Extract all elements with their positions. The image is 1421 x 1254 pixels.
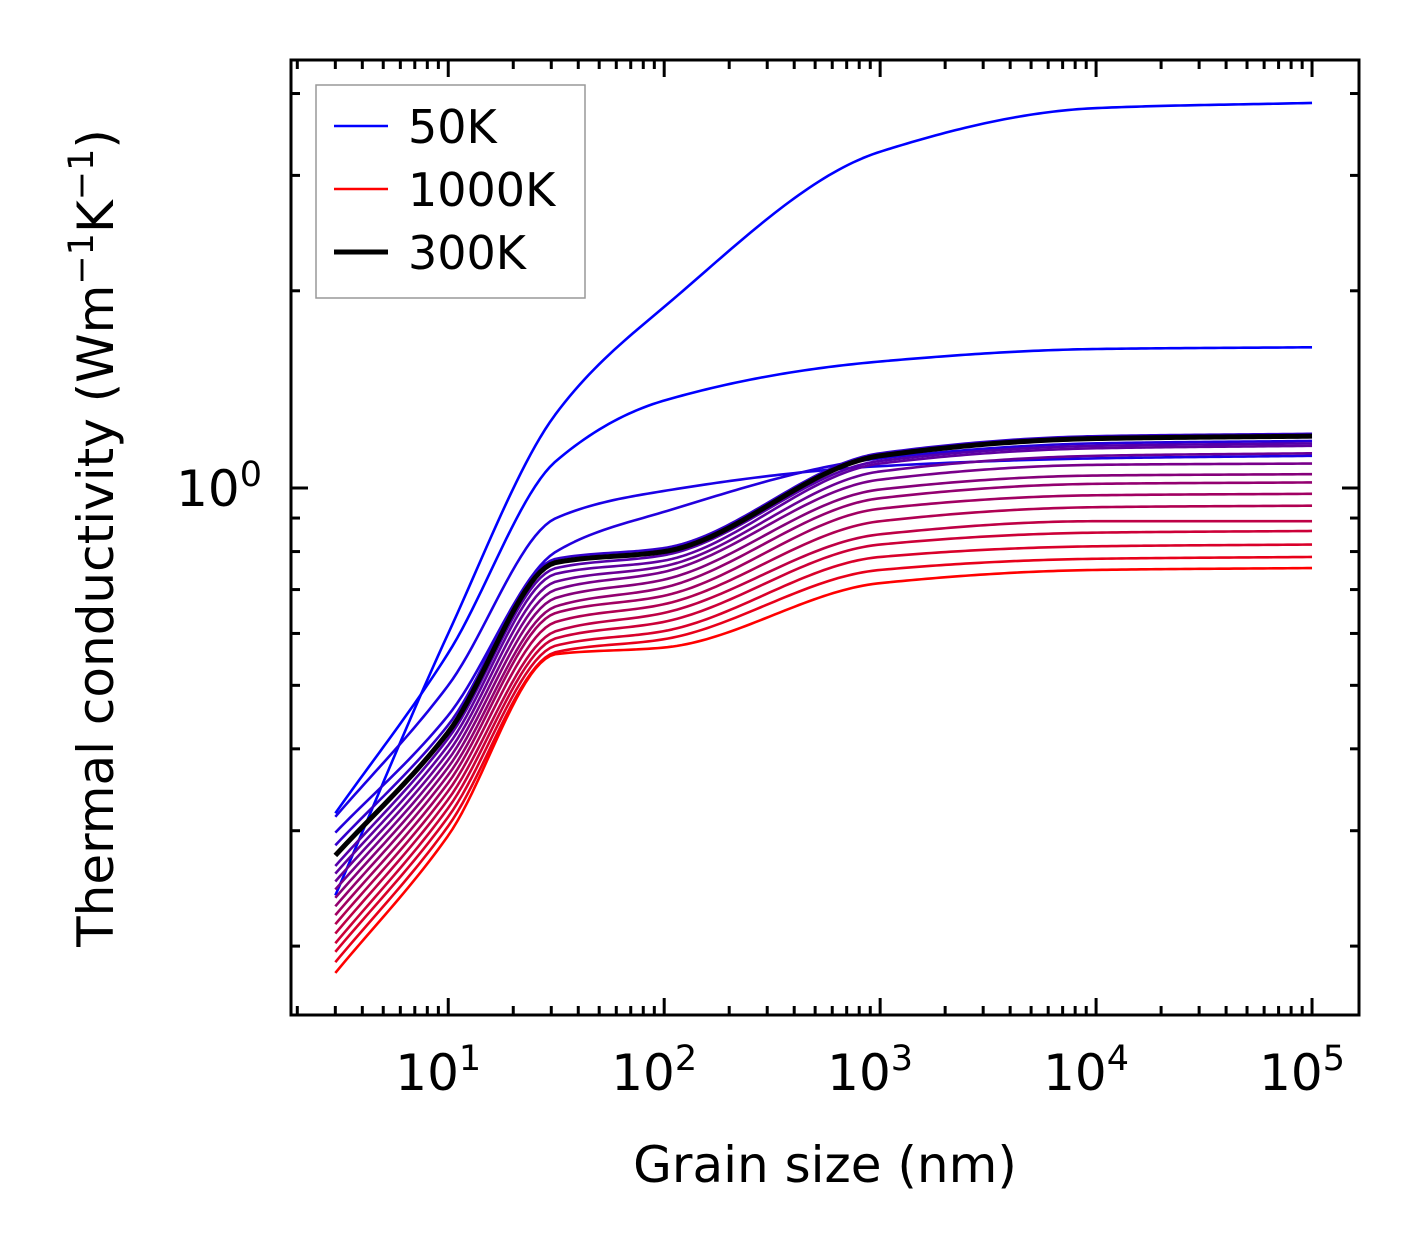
x-tick-label-exp: 3 [891,1039,913,1079]
x-tick-label: 102 [611,1039,697,1102]
curve-550k [334,472,1313,899]
curve-350k [334,442,1313,867]
y-label-close: ) [67,129,125,149]
curve-500k [334,462,1313,891]
curve-650k [334,492,1313,916]
x-tick-label-base: 10 [395,1044,459,1102]
curve-300k [333,433,1313,858]
x-tick-label: 105 [1259,1039,1345,1102]
y-axis-label: Thermal conductivity (Wm−1K−1) [62,129,125,948]
x-tick-label-exp: 2 [675,1039,697,1079]
y-axis-label-text: Thermal conductivity (Wm−1K−1) [62,129,125,948]
legend-box [315,84,586,299]
x-axis-label: Grain size (nm) [633,1136,1017,1194]
curve-400k [334,444,1313,875]
x-tick-label-base: 10 [1043,1044,1107,1102]
legend-label-300k: 300K [408,226,528,280]
y-tick-label: 100 [176,455,262,518]
curve-850k [334,543,1313,953]
curve-150k [334,454,1313,818]
x-tick-label-base: 10 [827,1044,891,1102]
y-label-exp-1: −1 [62,233,102,285]
curve-750k [334,519,1313,935]
legend: 50K 1000K 300K [315,84,586,299]
curve-800k [334,529,1313,945]
curves-layer [333,101,1313,974]
y-label-main: Thermal conductivity (Wm [67,285,125,948]
x-tick-label-exp: 5 [1323,1039,1345,1079]
curve-200k [334,439,1313,834]
x-tick-labels: 101 102 103 104 105 [395,1039,1345,1102]
x-tick-label-base: 10 [1259,1044,1323,1102]
legend-label-50k: 50K [408,100,499,154]
curve-50k [334,101,1313,896]
y-tick-label-base: 10 [176,460,240,518]
y-tick-label-exp: 0 [240,455,262,495]
x-tick-label: 104 [1043,1039,1129,1102]
y-label-exp-2: −1 [62,149,102,201]
x-tick-label-base: 10 [611,1044,675,1102]
curve-1000k [334,566,1313,974]
x-tick-label-exp: 4 [1107,1039,1129,1079]
x-tick-label: 101 [395,1039,481,1102]
x-tick-label: 103 [827,1039,913,1102]
y-tick-labels: 100 [176,455,262,518]
curve-450k [334,451,1313,883]
axes-frame [289,58,1361,1017]
legend-label-1000k: 1000K [408,163,557,217]
x-tick-label-exp: 1 [459,1039,481,1079]
y-label-k: K [67,199,125,233]
curve-700k [334,504,1313,926]
curve-100k [334,345,1313,814]
curve-600k [334,481,1313,908]
curve-900k [334,555,1313,964]
